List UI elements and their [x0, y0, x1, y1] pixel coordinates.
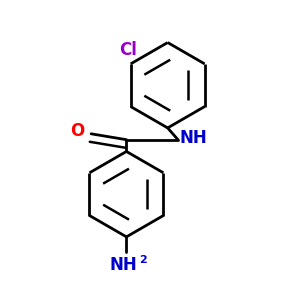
Text: 2: 2	[139, 254, 146, 265]
Text: NH: NH	[179, 129, 207, 147]
Text: NH: NH	[110, 256, 137, 274]
Text: Cl: Cl	[119, 41, 137, 59]
Text: O: O	[70, 122, 85, 140]
